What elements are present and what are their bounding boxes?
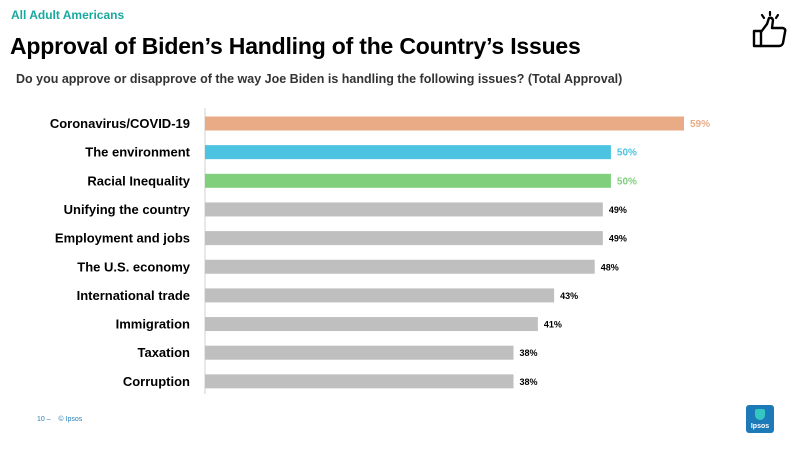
category-label: Employment and jobs	[55, 231, 190, 246]
bar	[205, 345, 514, 360]
page-title: Approval of Biden’s Handling of the Coun…	[10, 33, 581, 59]
data-label: 59%	[690, 119, 710, 130]
category-label: International trade	[77, 288, 190, 303]
bar-chart: Coronavirus/COVID-19 59% The environment 50…	[50, 108, 710, 394]
bar	[205, 288, 555, 303]
data-label: 38%	[520, 348, 538, 358]
bar	[205, 374, 514, 389]
category-label: Coronavirus/COVID-19	[50, 116, 190, 131]
page-number: 10 –	[37, 416, 51, 423]
copyright-text: © Ipsos	[58, 416, 83, 423]
category-label: Racial Inequality	[87, 173, 190, 188]
data-label: 49%	[609, 205, 627, 215]
chart-question: Do you approve or disapprove of the way …	[16, 72, 623, 86]
bar	[205, 202, 603, 217]
logo-text: Ipsos	[750, 423, 770, 430]
data-label: 43%	[560, 291, 578, 301]
bar	[205, 231, 603, 246]
category-label: Unifying the country	[64, 202, 191, 217]
category-label: The U.S. economy	[77, 259, 190, 274]
bar	[205, 116, 684, 131]
ipsos-logo: Ipsos	[746, 405, 774, 433]
bar	[205, 317, 538, 332]
data-label: 50%	[617, 176, 637, 187]
category-label: Corruption	[123, 374, 190, 389]
data-label: 41%	[544, 320, 562, 330]
kicker-label: All Adult Americans	[11, 8, 125, 22]
logo-mark-icon	[755, 409, 765, 420]
bar	[205, 259, 595, 274]
footer-text: 10 – © Ipsos	[37, 416, 82, 423]
thumbs-up-icon	[752, 10, 787, 48]
bar	[205, 173, 611, 188]
data-label: 49%	[609, 234, 627, 244]
bar	[205, 145, 611, 160]
data-label: 48%	[601, 262, 619, 272]
category-label: Immigration	[116, 317, 190, 332]
data-label: 38%	[520, 377, 538, 387]
category-label: The environment	[85, 145, 190, 160]
category-label: Taxation	[138, 345, 191, 360]
data-label: 50%	[617, 148, 637, 159]
